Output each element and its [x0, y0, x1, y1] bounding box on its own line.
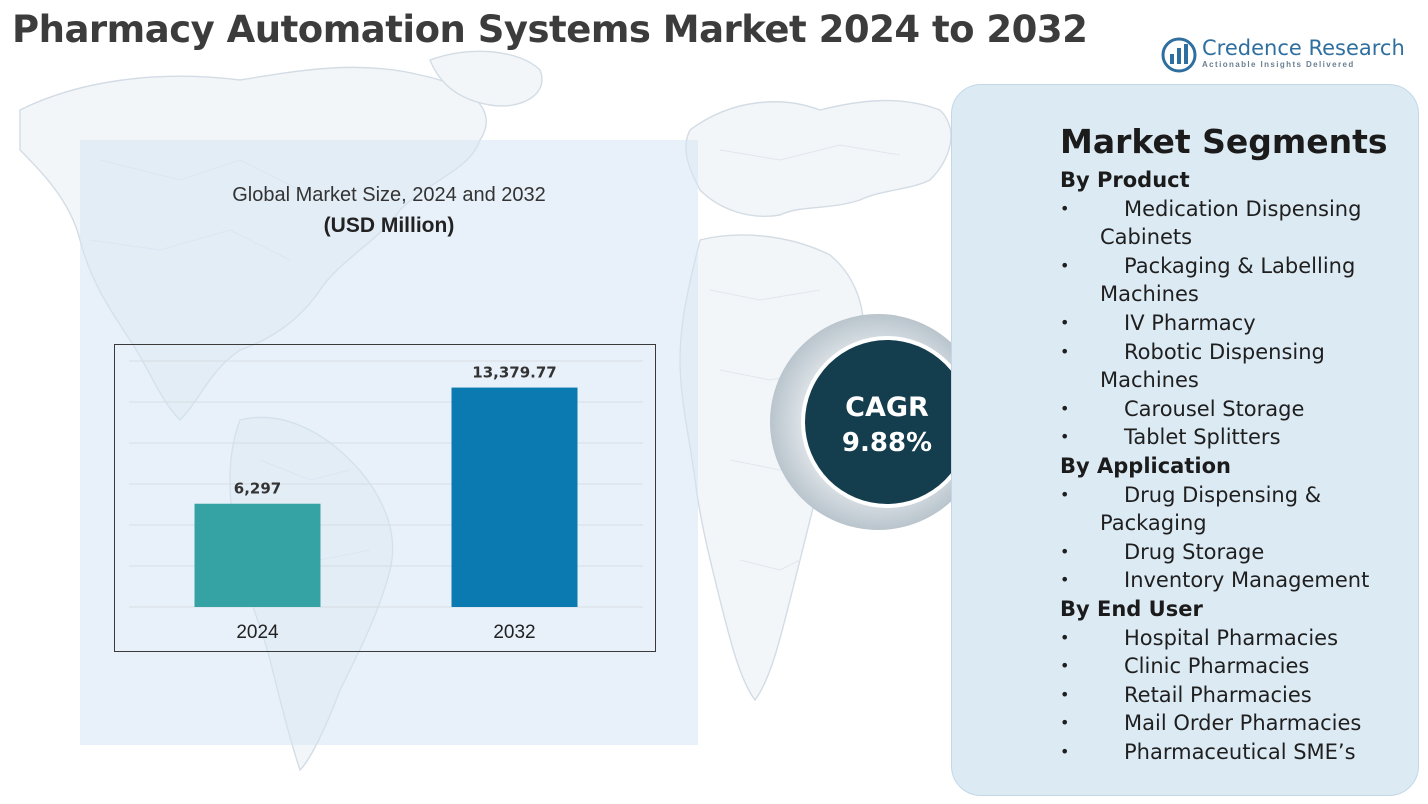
segment-item: • IV Pharmacy: [1060, 309, 1420, 338]
bullet-icon: •: [1060, 312, 1070, 332]
bullet-icon: •: [1060, 255, 1070, 275]
segment-item: • Carousel Storage: [1060, 395, 1420, 424]
segment-item: • Packaging & Labelling Machines: [1060, 253, 1356, 307]
segment-item: • Inventory Management: [1060, 566, 1420, 595]
page-title: Pharmacy Automation Systems Market 2024 …: [12, 8, 1088, 51]
segment-group-product: By Product • Medication Dispensing Cabine…: [1060, 166, 1420, 452]
data-label-2024: 6,297: [234, 480, 281, 498]
segment-item: • Robotic Dispensing Machines: [1060, 339, 1325, 393]
bullet-icon: •: [1060, 570, 1070, 590]
brand-name: Credence Research: [1202, 36, 1405, 60]
x-tick-label-2032: 2032: [493, 622, 535, 643]
bullet-icon: •: [1060, 541, 1070, 561]
bar-chart-logo-icon: [1161, 37, 1197, 73]
market-segments-list: By Product • Medication Dispensing Cabine…: [1060, 166, 1420, 766]
bullet-icon: •: [1060, 427, 1070, 447]
market-segments-heading: Market Segments: [1060, 122, 1388, 161]
segment-item: • Drug Dispensing & Packaging: [1060, 482, 1322, 536]
bar-chart: 6,297 2024 13,379.77 2032: [114, 344, 656, 652]
bar-chart-plot: 6,297 2024 13,379.77 2032: [129, 360, 643, 643]
x-tick-label-2024: 2024: [236, 622, 279, 643]
bullet-icon: •: [1060, 741, 1070, 761]
cagr-ring: [770, 314, 986, 530]
market-segments-card: [951, 84, 1419, 796]
bar-2024: [194, 503, 321, 607]
segment-group-title: By Product: [1060, 168, 1190, 192]
data-label-2032: 13,379.77: [472, 364, 556, 382]
segment-item: • Clinic Pharmacies: [1060, 652, 1420, 681]
chart-title: Global Market Size, 2024 and 2032: [232, 184, 546, 206]
bullet-icon: •: [1060, 684, 1070, 704]
segment-item: • Retail Pharmacies: [1060, 681, 1420, 710]
segment-item: • Pharmaceutical SME’s: [1060, 738, 1420, 767]
segment-item: • Mail Order Pharmacies: [1060, 709, 1420, 738]
segment-group-title: By End User: [1060, 596, 1203, 621]
bullet-icon: •: [1060, 341, 1070, 361]
segment-items: • Medication Dispensing Cabinets • Packagi…: [1060, 195, 1420, 452]
cagr-value: 9.88%: [841, 428, 933, 458]
bullet-icon: •: [1060, 713, 1070, 733]
brand-tagline: Actionable Insights Delivered: [1202, 60, 1355, 69]
segment-group-end-user: By End User • Hospital Pharmacies • Clinic…: [1060, 595, 1420, 767]
chart-units: (USD Million): [323, 214, 455, 237]
segment-item: • Tablet Splitters: [1060, 423, 1420, 452]
cagr-label: CAGR: [845, 392, 929, 423]
segment-group-title: By Application: [1060, 453, 1231, 478]
segment-items: • Hospital Pharmacies • Clinic Pharmacies …: [1060, 624, 1420, 767]
segment-item: • Hospital Pharmacies: [1060, 624, 1420, 653]
segment-item: • Drug Storage: [1060, 538, 1420, 567]
bullet-icon: •: [1060, 398, 1070, 418]
segment-group-application: By Application • Drug Dispensing & Packag…: [1060, 452, 1420, 595]
brand-logo: Credence Research Actionable Insights De…: [1160, 36, 1405, 76]
segment-items: • Drug Dispensing & Packaging • Drug Stora…: [1060, 481, 1420, 595]
bullet-icon: •: [1060, 627, 1070, 647]
bullet-icon: •: [1060, 656, 1070, 676]
bar-2032: [451, 387, 578, 607]
bullet-icon: •: [1060, 198, 1070, 218]
cagr-circle: [805, 340, 969, 504]
bullet-icon: •: [1060, 484, 1070, 504]
segment-item: • Medication Dispensing Cabinets: [1060, 196, 1362, 250]
